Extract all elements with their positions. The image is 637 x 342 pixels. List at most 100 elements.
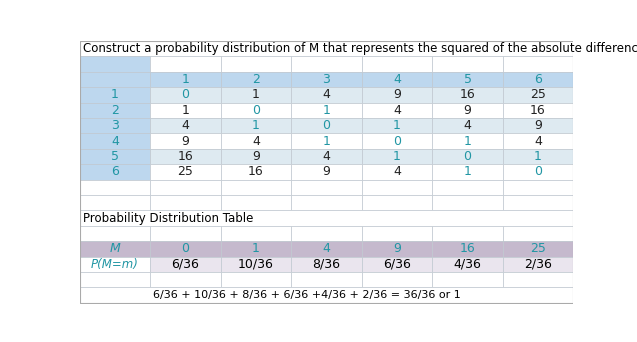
Bar [291,256,362,272]
Text: 4: 4 [322,242,331,255]
Text: 6/36: 6/36 [383,258,411,271]
Bar [291,241,362,256]
Text: 0: 0 [534,166,542,179]
Text: 4: 4 [322,89,331,102]
Bar [150,226,220,241]
Text: 1: 1 [534,150,542,163]
Text: 25: 25 [178,166,194,179]
Bar [433,56,503,72]
Bar [80,103,150,118]
Bar [80,180,150,195]
Bar [150,103,220,118]
Text: 0: 0 [182,89,189,102]
Text: 6: 6 [111,166,119,179]
Bar [291,272,362,287]
Bar [220,56,291,72]
Bar [362,133,433,149]
Bar [291,72,362,87]
Bar [291,103,362,118]
Bar [80,164,150,180]
Bar [220,195,291,210]
Text: 9: 9 [252,150,260,163]
Text: 9: 9 [534,119,542,132]
Text: 9: 9 [182,135,189,148]
Text: 1: 1 [252,242,260,255]
Text: 16: 16 [178,150,193,163]
Bar [362,241,433,256]
Bar [362,72,433,87]
Bar [220,241,291,256]
Bar [291,180,362,195]
Text: 1: 1 [111,89,119,102]
Text: 4: 4 [252,135,260,148]
Bar [362,195,433,210]
Bar [220,72,291,87]
Bar [80,149,150,164]
Bar [503,164,573,180]
Text: 6/36 + 10/36 + 8/36 + 6/36 +4/36 + 2/36 = 36/36 or 1: 6/36 + 10/36 + 8/36 + 6/36 +4/36 + 2/36 … [154,290,461,300]
Bar [80,195,150,210]
Text: 4: 4 [534,135,542,148]
Bar [362,164,433,180]
Text: 4/36: 4/36 [454,258,482,271]
Text: 0: 0 [252,104,260,117]
Bar [80,72,150,87]
Text: 4: 4 [182,119,189,132]
Bar [433,272,503,287]
Text: 1: 1 [252,119,260,132]
Bar [80,87,150,103]
Bar [362,56,433,72]
Bar [362,226,433,241]
Bar [503,195,573,210]
Bar [503,256,573,272]
Bar [433,164,503,180]
Bar [150,272,220,287]
Text: 1: 1 [464,166,471,179]
Text: 4: 4 [111,135,119,148]
Text: 1: 1 [322,104,331,117]
Bar [503,118,573,133]
Bar [433,103,503,118]
Text: 16: 16 [460,89,475,102]
Bar [150,241,220,256]
Bar [150,180,220,195]
Bar [220,103,291,118]
Bar [220,149,291,164]
Bar [503,103,573,118]
Text: 1: 1 [464,135,471,148]
Bar [150,195,220,210]
Bar [291,56,362,72]
Text: 9: 9 [393,89,401,102]
Bar [220,87,291,103]
Bar [503,180,573,195]
Text: 0: 0 [393,135,401,148]
Text: 16: 16 [248,166,264,179]
Text: 8/36: 8/36 [313,258,340,271]
Bar [362,103,433,118]
Bar [503,226,573,241]
Bar [433,256,503,272]
Text: 0: 0 [322,119,331,132]
Text: 0: 0 [182,242,189,255]
Bar [220,133,291,149]
Bar [220,272,291,287]
Text: 1: 1 [393,119,401,132]
Bar [291,226,362,241]
Text: P(M=m): P(M=m) [91,258,139,271]
Text: 25: 25 [530,242,546,255]
Text: 9: 9 [464,104,471,117]
Bar [291,195,362,210]
Bar [291,133,362,149]
Bar [362,118,433,133]
Text: 1: 1 [393,150,401,163]
Bar [220,118,291,133]
Text: Construct a probability distribution of M that represents the squared of the abs: Construct a probability distribution of … [83,42,637,55]
Text: 4: 4 [393,166,401,179]
Bar [362,272,433,287]
Text: 4: 4 [393,104,401,117]
Bar [80,133,150,149]
Bar [150,118,220,133]
Text: M: M [110,242,120,255]
Text: 9: 9 [322,166,331,179]
Text: 6/36: 6/36 [171,258,199,271]
